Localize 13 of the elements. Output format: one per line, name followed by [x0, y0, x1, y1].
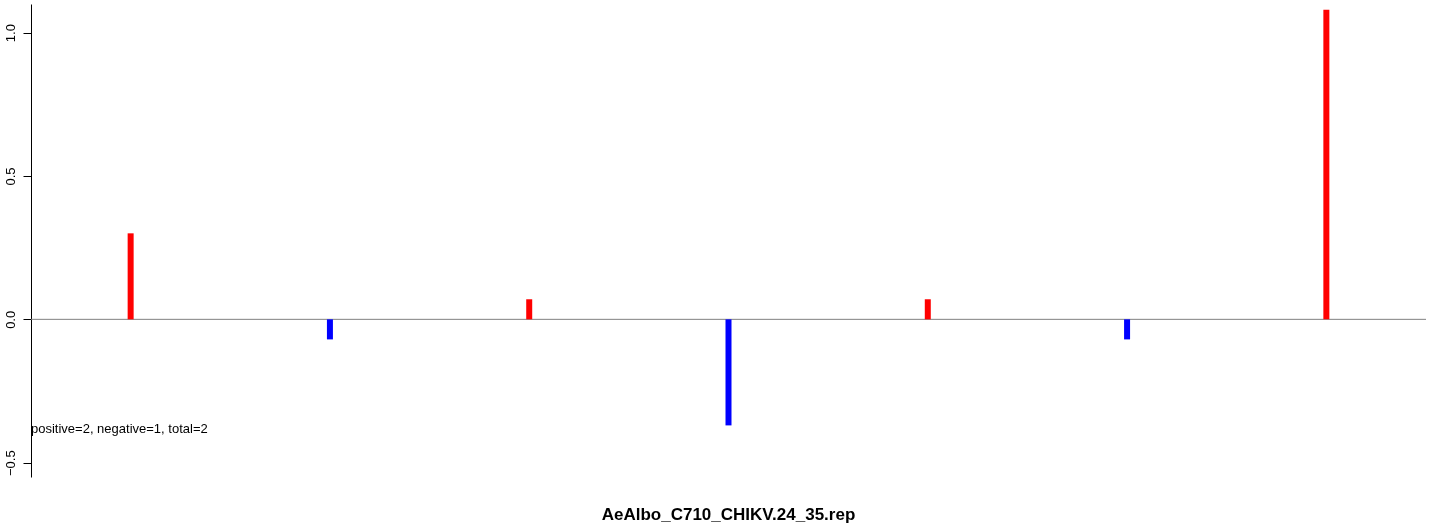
bar — [326, 319, 333, 340]
y-tick-label: 1.0 — [2, 24, 18, 43]
annotation: positive=2, negative=1, total=2 — [31, 421, 208, 436]
y-tick-label: 0.5 — [2, 167, 18, 186]
text: AeAlbo_C710_CHIKV.24_35.rep — [601, 505, 856, 524]
bar — [1323, 9, 1330, 320]
bar — [526, 299, 533, 320]
bar — [725, 319, 732, 426]
bar — [127, 233, 134, 320]
bar — [924, 299, 931, 320]
y-tick-label: 0.0 — [2, 310, 18, 329]
y-tick-label: −0.5 — [2, 450, 18, 476]
bar — [1124, 319, 1131, 340]
